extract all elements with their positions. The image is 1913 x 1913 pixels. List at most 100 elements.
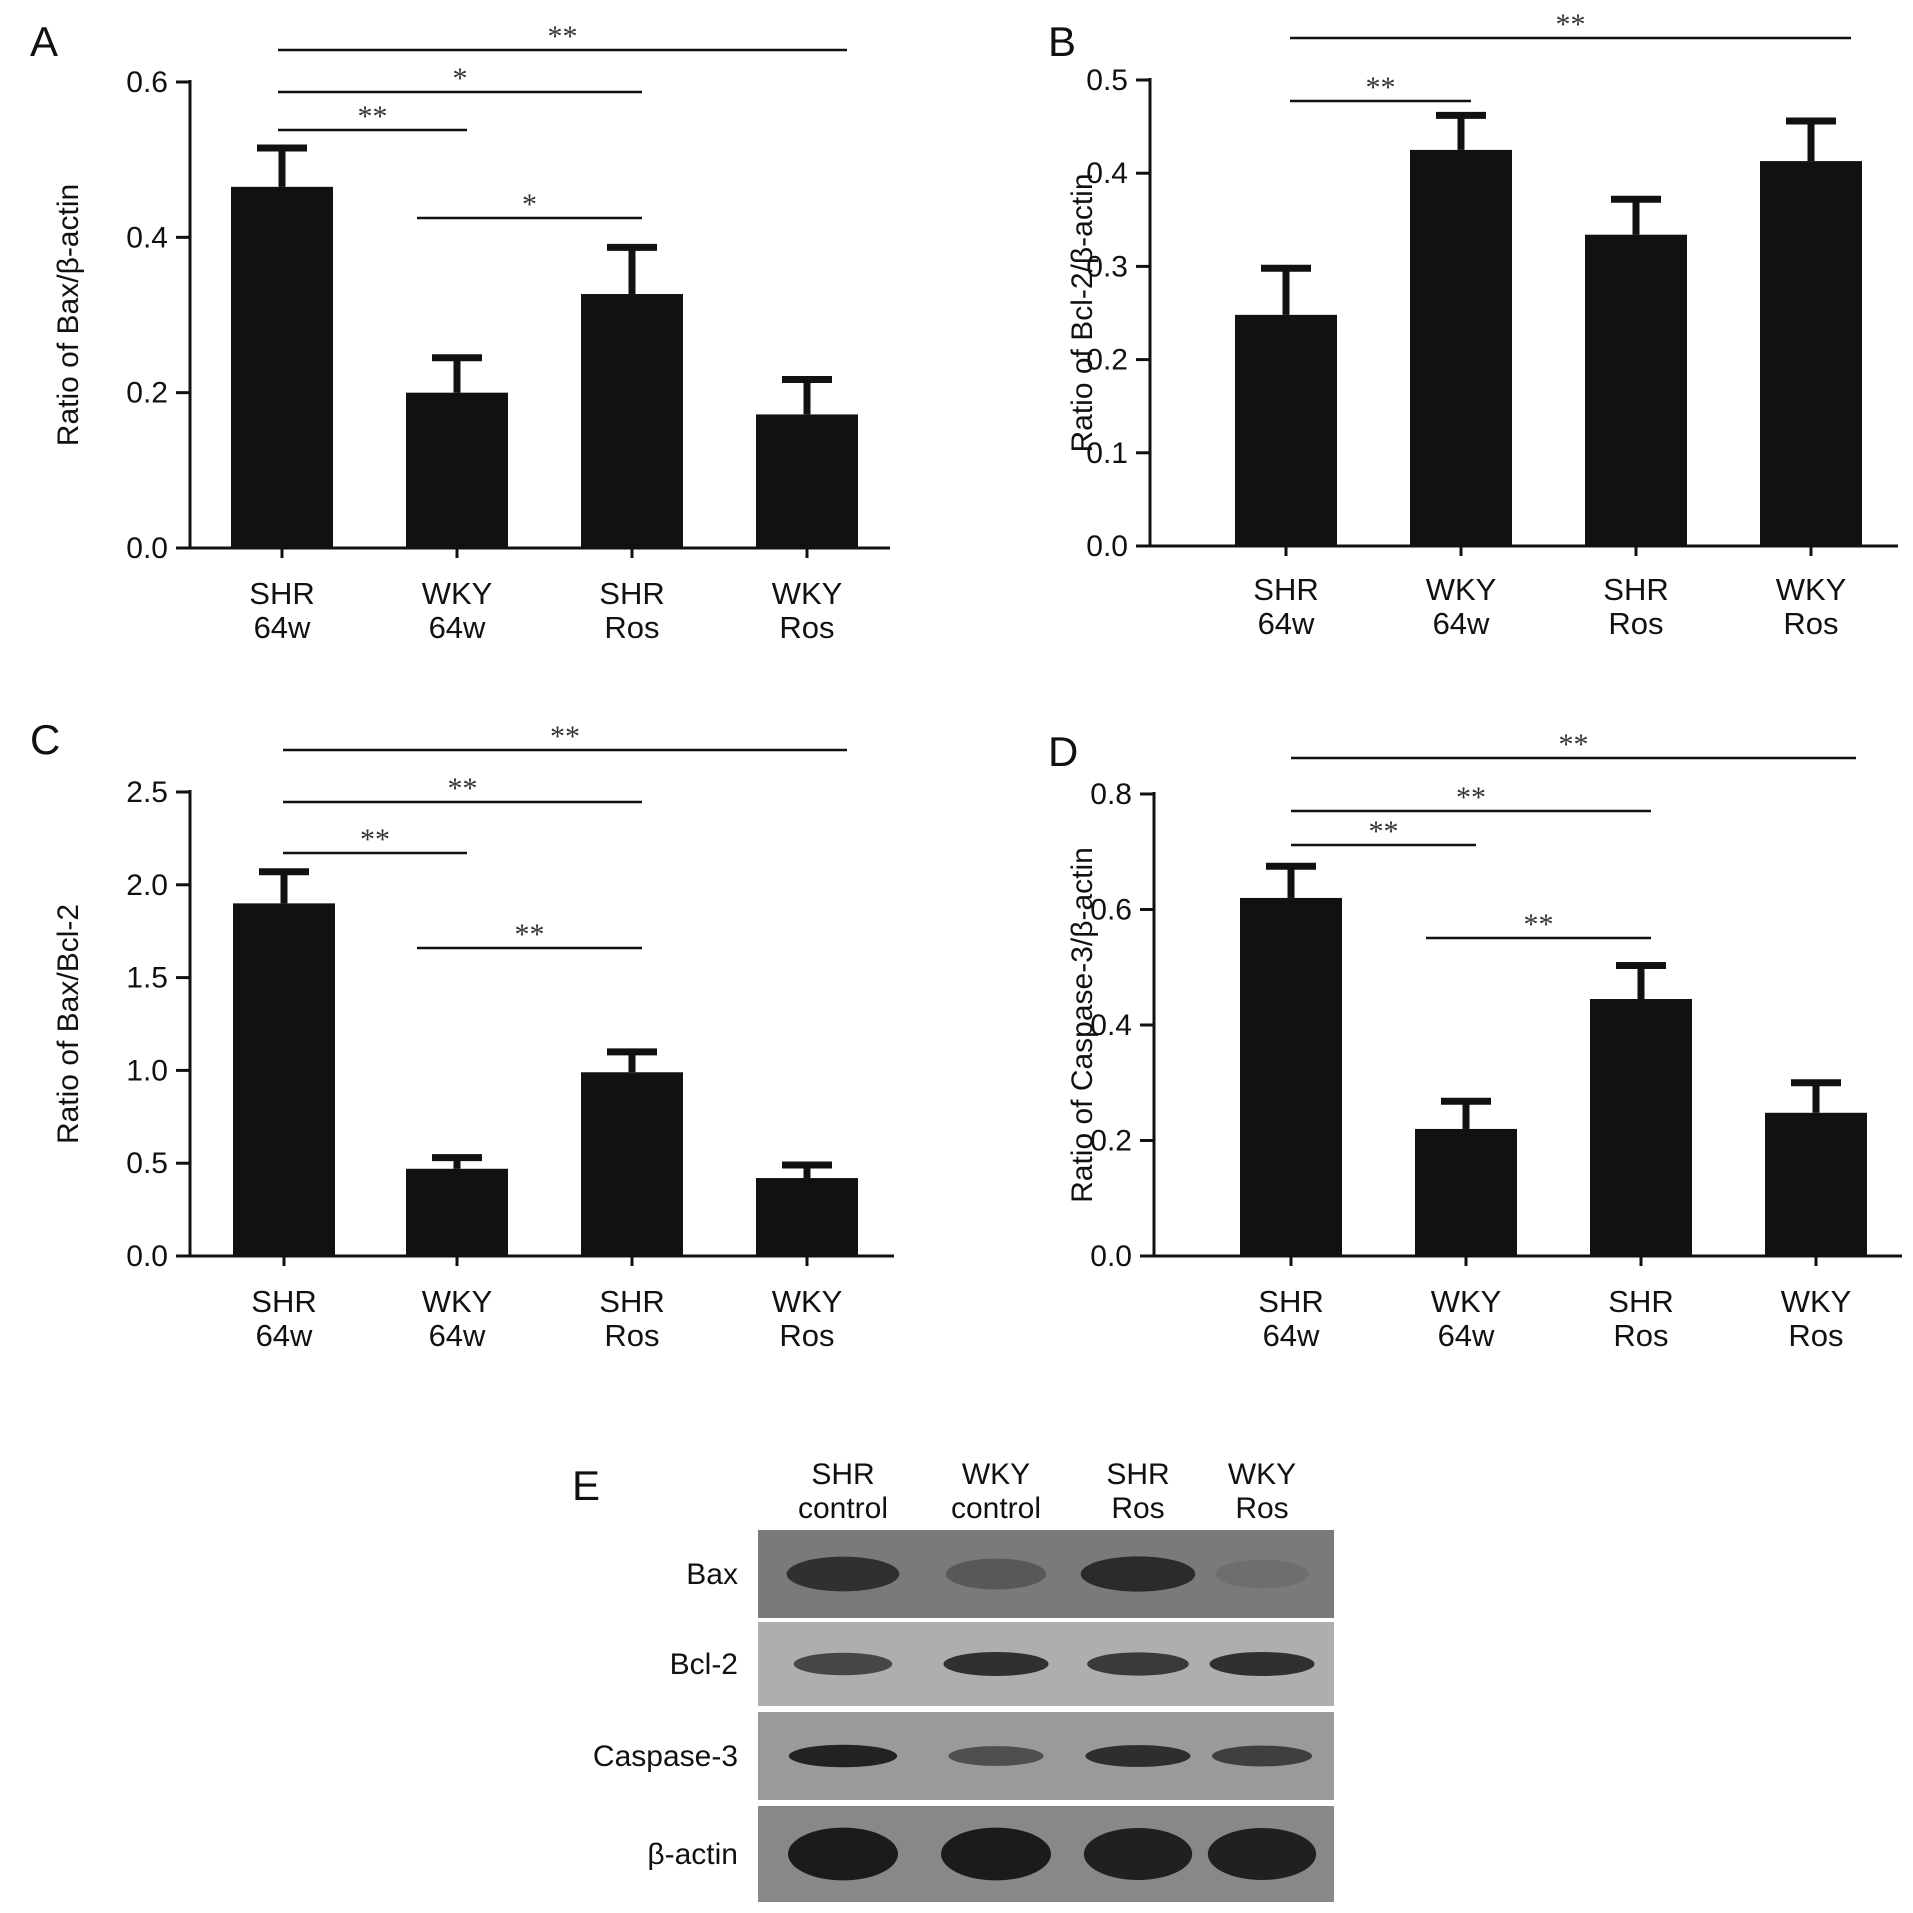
x-category-label: 64w [429, 610, 486, 645]
x-category-label: Ros [1608, 606, 1663, 641]
x-category-label: WKY [1781, 1284, 1852, 1319]
y-axis-title: Ratio of Bax/β-actin [52, 184, 85, 446]
y-tick-label: 0.3 [1086, 250, 1128, 283]
y-tick-label: 0.0 [1090, 1240, 1132, 1273]
blot-row-label: Caspase-3 [593, 1740, 738, 1773]
x-category-label: SHR [1603, 572, 1668, 607]
y-tick-label: 0.0 [126, 532, 168, 565]
significance-marker: ** [1524, 908, 1554, 941]
bar [1410, 149, 1512, 546]
x-category-label: 64w [254, 610, 311, 645]
significance-marker: ** [448, 772, 478, 805]
bar [233, 903, 335, 1256]
y-tick-label: 0.4 [1090, 1009, 1132, 1042]
x-category-label: 64w [256, 1318, 313, 1353]
y-tick-label: 1.5 [126, 962, 168, 995]
x-category-label: Ros [1783, 606, 1838, 641]
bar [406, 392, 508, 548]
blot-row-label: Bax [686, 1558, 738, 1591]
bar [1235, 314, 1337, 546]
blot-band [945, 1558, 1047, 1590]
blot-band [786, 1556, 900, 1592]
significance-marker: * [453, 62, 468, 95]
lane-label: SHR [811, 1458, 874, 1491]
x-category-label: SHR [599, 576, 664, 611]
x-category-label: SHR [249, 576, 314, 611]
panel-letter: C [30, 716, 60, 763]
lane-label: Ros [1111, 1492, 1164, 1525]
bar [756, 414, 858, 548]
x-category-label: Ros [779, 1318, 834, 1353]
x-category-label: SHR [1253, 572, 1318, 607]
y-tick-label: 0.2 [1090, 1125, 1132, 1158]
y-tick-label: 0.6 [126, 66, 168, 99]
bar [1240, 897, 1342, 1256]
bar [756, 1178, 858, 1256]
y-tick-label: 0.5 [1086, 64, 1128, 97]
significance-marker: ** [360, 823, 390, 856]
blot-row-label: β-actin [647, 1838, 738, 1871]
bar [1415, 1128, 1517, 1256]
bar [581, 294, 683, 548]
bar [231, 186, 333, 548]
panel-letter: A [30, 18, 58, 65]
x-category-label: SHR [251, 1284, 316, 1319]
x-category-label: Ros [779, 610, 834, 645]
x-category-label: WKY [422, 576, 493, 611]
y-tick-label: 0.0 [126, 1240, 168, 1273]
y-tick-label: 2.0 [126, 869, 168, 902]
blot-band [1215, 1559, 1309, 1589]
blot-band [1083, 1827, 1193, 1881]
y-tick-label: 0.2 [126, 377, 168, 410]
y-tick-label: 0.6 [1090, 894, 1132, 927]
x-category-label: Ros [604, 610, 659, 645]
lane-label: control [951, 1492, 1041, 1525]
y-tick-label: 0.2 [1086, 344, 1128, 377]
significance-marker: ** [548, 20, 578, 53]
bar [581, 1072, 683, 1256]
chart-panel-c: C 0.0 0.5 1.0 1.5 2.0 2.5 Ratio of Bax/Bcl-2 SHR… [30, 716, 894, 1353]
x-category-label: SHR [599, 1284, 664, 1319]
significance-marker: ** [550, 720, 580, 753]
chart-panel-b: B 0.0 0.1 0.2 0.3 0.4 0.5 Ratio of Bcl-2/β-acti… [1048, 8, 1898, 641]
x-category-label: 64w [1433, 606, 1490, 641]
x-category-label: Ros [1788, 1318, 1843, 1353]
x-category-label: Ros [604, 1318, 659, 1353]
panel-letter: E [572, 1462, 600, 1509]
panel-letter: D [1048, 728, 1078, 775]
lane-label: WKY [962, 1458, 1030, 1491]
blot-band [941, 1827, 1051, 1881]
x-category-label: WKY [1776, 572, 1847, 607]
blot-band [1209, 1651, 1315, 1677]
significance-marker: ** [1369, 815, 1399, 848]
y-tick-label: 1.0 [126, 1054, 168, 1087]
x-category-label: WKY [1431, 1284, 1502, 1319]
blot-band [1085, 1745, 1191, 1767]
x-category-label: WKY [772, 1284, 843, 1319]
blot-band [948, 1746, 1044, 1766]
blot-band [1080, 1556, 1196, 1592]
bar [1585, 234, 1687, 546]
y-tick-label: 0.5 [126, 1147, 168, 1180]
x-category-label: 64w [1258, 606, 1315, 641]
significance-marker: ** [358, 100, 388, 133]
x-category-label: 64w [429, 1318, 486, 1353]
chart-panel-d: D 0.0 0.2 0.4 0.6 0.8 Ratio of Caspase-3/β-act… [1048, 728, 1902, 1353]
y-tick-label: 0.4 [126, 221, 168, 254]
blot-band [1087, 1652, 1189, 1676]
bar [1590, 999, 1692, 1256]
significance-marker: ** [1556, 8, 1586, 41]
blot-row-label: Bcl-2 [670, 1648, 738, 1681]
y-tick-label: 0.1 [1086, 437, 1128, 470]
lane-label: WKY [1228, 1458, 1296, 1491]
significance-marker: ** [1366, 71, 1396, 104]
blot-band [793, 1652, 893, 1676]
y-tick-label: 0.4 [1086, 157, 1128, 190]
blot-band [943, 1651, 1049, 1677]
x-category-label: Ros [1613, 1318, 1668, 1353]
blot-band [788, 1827, 898, 1881]
y-axis-title: Ratio of Caspase-3/β-actin [1066, 847, 1099, 1203]
x-category-label: 64w [1263, 1318, 1320, 1353]
lane-label: SHR [1106, 1458, 1169, 1491]
